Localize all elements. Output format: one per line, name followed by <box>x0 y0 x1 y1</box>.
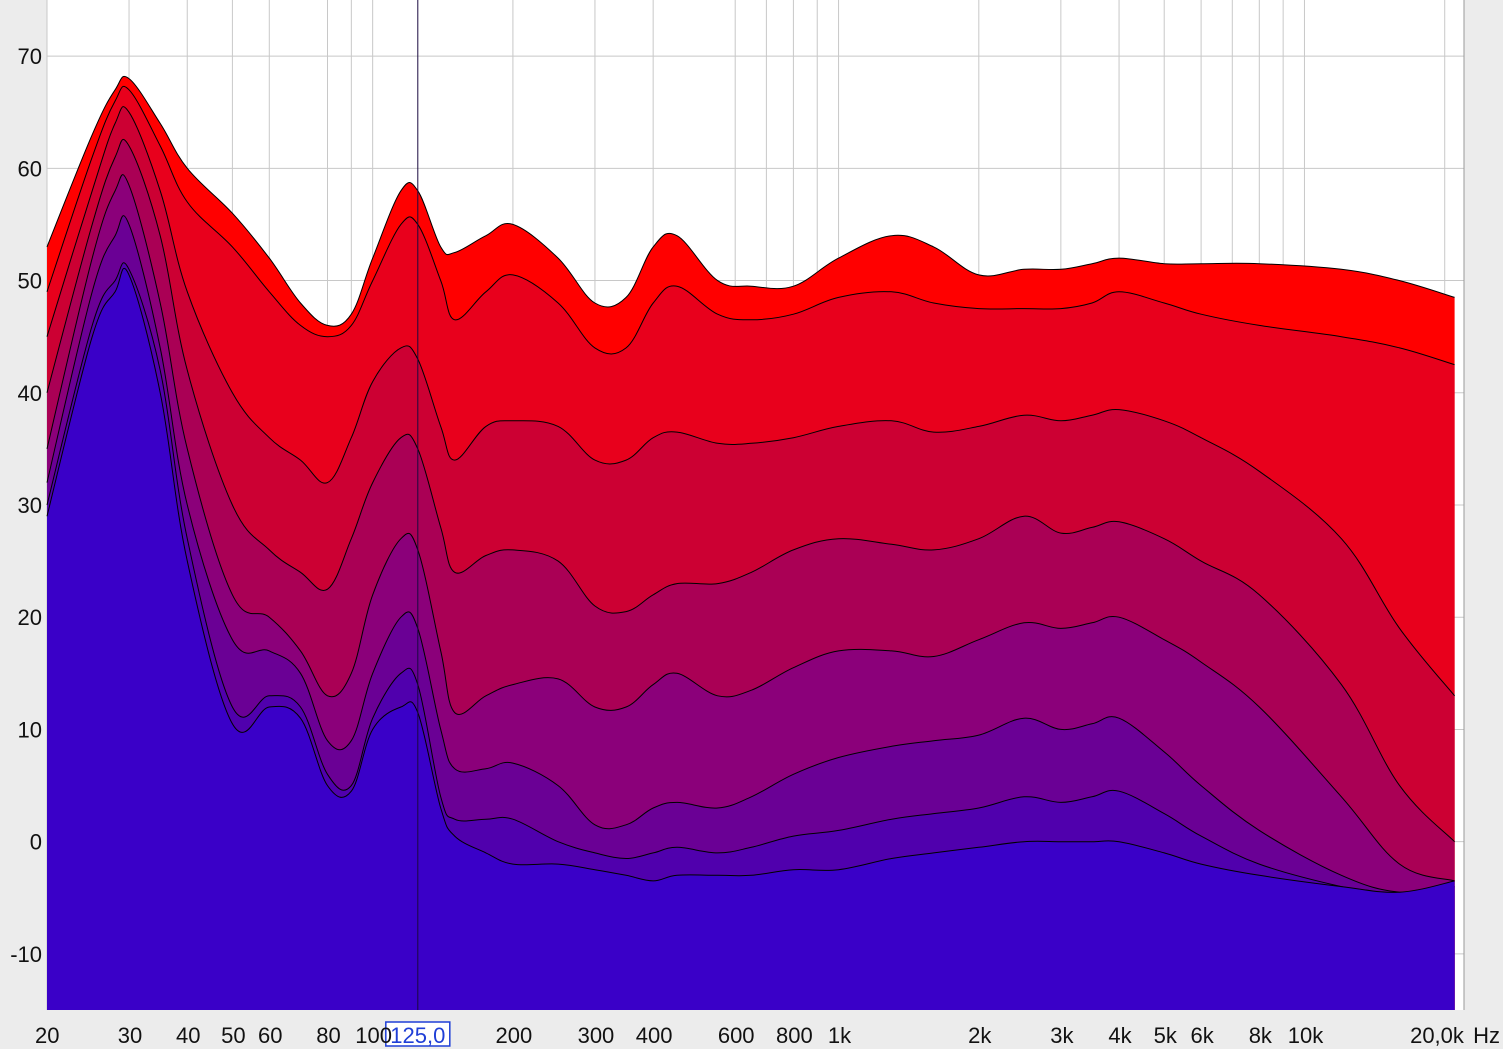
x-tick-label: 600 <box>718 1023 755 1048</box>
y-axis-ticks: -10 0 10 20 30 40 50 60 70 <box>10 44 42 967</box>
x-tick-label: 300 <box>578 1023 615 1048</box>
x-tick-label: 800 <box>776 1023 813 1048</box>
x-tick-label: 100 <box>355 1023 392 1048</box>
y-tick-label: 70 <box>18 44 42 69</box>
series-line-4 <box>46 138 1455 843</box>
x-tick-label: 60 <box>258 1023 282 1048</box>
cursor-readout-label: 125,0 <box>390 1023 445 1048</box>
x-tick-label: 20,0k <box>1410 1023 1465 1048</box>
cursor-readout-box <box>385 1021 451 1047</box>
x-tick-label: 400 <box>636 1023 673 1048</box>
series-areas <box>46 0 1465 1011</box>
x-tick-label: 10k <box>1288 1023 1324 1048</box>
series-line-2 <box>46 85 1455 366</box>
x-tick-label: 200 <box>496 1023 533 1048</box>
frequency-cursor[interactable]: 125,0 <box>385 0 451 1048</box>
series-line-7 <box>46 262 1455 897</box>
y-tick-label: 10 <box>18 717 42 742</box>
series-area-8 <box>47 268 1455 1010</box>
y-tick-label: 50 <box>18 269 42 294</box>
x-tick-label: 4k <box>1108 1023 1132 1048</box>
y-tick-label: 40 <box>18 381 42 406</box>
x-axis-ticks: 20 30 40 50 60 80 100 200 300 400 600 800 1k 2k 3k 4k 5k… <box>35 1023 1500 1048</box>
x-tick-label: 5k <box>1154 1023 1178 1048</box>
x-unit-label: Hz <box>1473 1023 1500 1048</box>
x-tick-label: 1k <box>828 1023 852 1048</box>
y-tick-label: 60 <box>18 156 42 181</box>
x-tick-label: 40 <box>176 1023 200 1048</box>
series-line-5 <box>46 174 1455 882</box>
x-tick-label: 30 <box>118 1023 142 1048</box>
x-tick-label: 50 <box>221 1023 245 1048</box>
y-tick-label: -10 <box>10 942 42 967</box>
series-line-3 <box>46 106 1455 697</box>
x-tick-label: 2k <box>968 1023 992 1048</box>
x-tick-label: 20 <box>35 1023 59 1048</box>
y-tick-label: 20 <box>18 605 42 630</box>
y-tick-label: 0 <box>30 830 42 855</box>
series-line-8 <box>46 267 1455 893</box>
x-tick-label: 8k <box>1249 1023 1273 1048</box>
x-tick-label: 6k <box>1190 1023 1214 1048</box>
series-line-1 <box>46 75 1455 327</box>
y-tick-label: 30 <box>18 493 42 518</box>
series-line-6 <box>46 215 1455 894</box>
x-tick-label: 3k <box>1050 1023 1074 1048</box>
x-tick-label: 80 <box>316 1023 340 1048</box>
